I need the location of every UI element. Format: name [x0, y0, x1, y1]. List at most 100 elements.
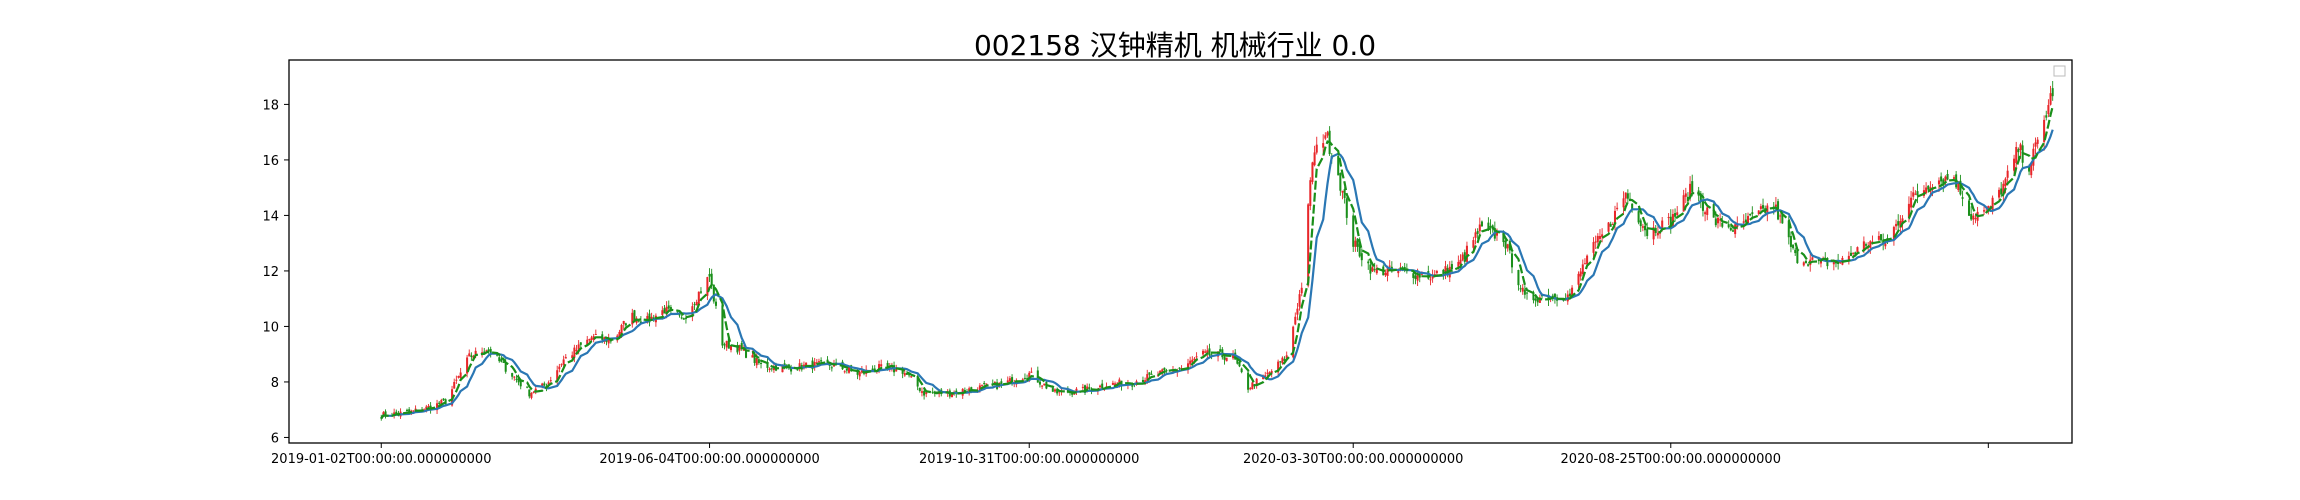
- candle: [607, 333, 610, 349]
- candle: [1579, 268, 1582, 281]
- candle: [532, 391, 535, 394]
- y-axis: 6 8 10 12 14 16 18: [262, 98, 289, 446]
- candle: [1036, 366, 1039, 383]
- candle: [1727, 220, 1730, 229]
- candle: [1429, 276, 1432, 286]
- candle: [858, 371, 861, 381]
- candle: [1983, 205, 1986, 216]
- candle: [830, 365, 833, 372]
- candle: [1568, 288, 1571, 298]
- candle: [1607, 222, 1610, 233]
- candle: [693, 301, 696, 311]
- candle: [920, 387, 923, 397]
- candle: [1461, 252, 1464, 262]
- candle: [1669, 209, 1672, 234]
- candle: [2006, 165, 2009, 183]
- candle: [590, 335, 593, 342]
- candle: [489, 346, 492, 358]
- candle: [1309, 177, 1312, 211]
- candle: [1053, 388, 1057, 393]
- candle: [1480, 220, 1483, 227]
- candle: [1375, 264, 1378, 275]
- candle: [1189, 356, 1192, 369]
- candle: [760, 360, 763, 369]
- candle: [1041, 385, 1044, 390]
- candle: [1084, 384, 1087, 395]
- candle: [740, 340, 743, 351]
- candle: [682, 317, 685, 320]
- candle: [511, 372, 514, 380]
- candle: [1476, 228, 1479, 240]
- candle: [1757, 210, 1760, 216]
- candle: [1339, 172, 1342, 196]
- candle: [1849, 246, 1853, 257]
- x-tick-label: 2019-01-02T00:00:00.000000000: [271, 452, 491, 467]
- candle: [444, 398, 447, 406]
- candle: [1296, 303, 1299, 321]
- candle: [1961, 190, 1964, 207]
- candle: [459, 367, 462, 381]
- candle: [1807, 263, 1810, 267]
- candle: [1352, 213, 1355, 253]
- candle: [1626, 189, 1629, 203]
- candle: [1519, 284, 1522, 293]
- candle: [1804, 260, 1807, 264]
- candle: [513, 376, 516, 381]
- candle: [1556, 294, 1559, 307]
- candle: [1641, 223, 1644, 232]
- candle: [813, 357, 816, 371]
- candle: [770, 367, 773, 372]
- candle: [453, 378, 456, 389]
- candle: [1463, 249, 1466, 266]
- candle: [1652, 220, 1655, 246]
- candle: [1682, 189, 1685, 212]
- candle: [1892, 225, 1895, 246]
- candle: [1223, 355, 1226, 365]
- candle: [455, 375, 458, 384]
- candle: [1373, 262, 1376, 273]
- candle: [2043, 115, 2046, 151]
- candle: [1510, 249, 1514, 274]
- candle: [1704, 210, 1707, 222]
- x-tick-label: 2019-10-31T00:00:00.000000000: [919, 452, 1139, 467]
- candle: [1789, 231, 1792, 253]
- candle: [1478, 217, 1481, 236]
- candle: [1869, 240, 1872, 254]
- candle: [414, 405, 417, 410]
- candle: [500, 356, 503, 363]
- candle: [721, 301, 724, 349]
- candle: [738, 344, 741, 355]
- candle: [481, 347, 484, 358]
- y-tick-label: 16: [262, 154, 279, 169]
- candle: [1676, 206, 1679, 218]
- candle: [622, 320, 625, 330]
- candle: [564, 354, 567, 359]
- candle: [1929, 181, 1932, 195]
- y-tick-label: 12: [262, 265, 279, 280]
- candle: [468, 349, 471, 357]
- candle: [1307, 203, 1310, 288]
- candle: [1204, 349, 1207, 354]
- candle: [1601, 228, 1604, 243]
- candle: [2051, 81, 2054, 101]
- plot-frame: [288, 59, 2073, 444]
- candle: [1577, 271, 1580, 289]
- candle: [708, 268, 711, 282]
- candle: [528, 389, 531, 399]
- candle: [573, 344, 576, 363]
- candle: [1506, 243, 1509, 252]
- candle: [515, 374, 518, 383]
- candle: [2013, 154, 2016, 176]
- candle: [1418, 272, 1421, 283]
- candle: [1489, 219, 1492, 235]
- candle: [1326, 130, 1329, 138]
- candle: [470, 352, 473, 361]
- candle: [1639, 218, 1642, 233]
- candle: [1970, 206, 1973, 221]
- candle: [1354, 236, 1357, 252]
- candle: [1877, 231, 1880, 242]
- candle: [712, 284, 715, 304]
- x-tick-label: 2020-08-25T00:00:00.000000000: [1561, 452, 1781, 467]
- candle: [1384, 269, 1387, 277]
